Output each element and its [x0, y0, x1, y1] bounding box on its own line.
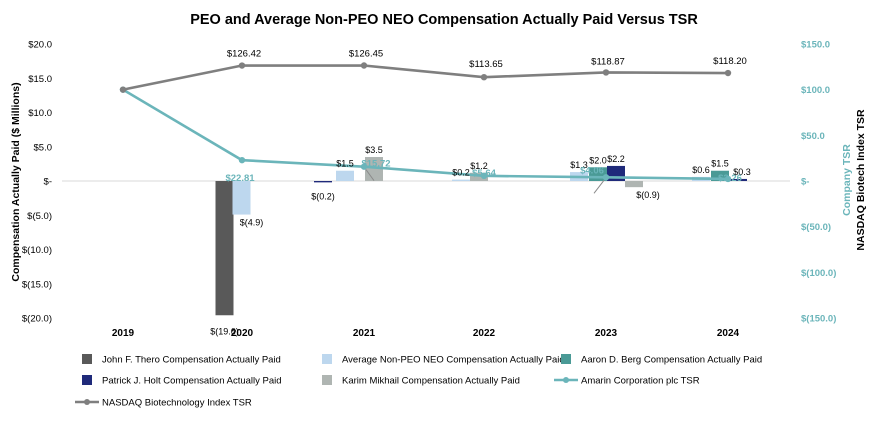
- tsr-data-label: $22.81: [225, 173, 255, 184]
- bar-data-label: $0.2: [452, 168, 470, 178]
- line-point: [480, 73, 488, 81]
- nasdaq-data-label: $126.45: [349, 49, 383, 60]
- legend-label: Patrick J. Holt Compensation Actually Pa…: [102, 376, 282, 387]
- legend-label: Average Non-PEO NEO Compensation Actuall…: [342, 355, 565, 366]
- bar: [215, 181, 234, 316]
- bar-data-label: $(0.9): [636, 190, 660, 200]
- left-tick-label: $20.0: [28, 40, 52, 51]
- bar: [232, 181, 251, 215]
- x-tick-label: 2019: [112, 328, 135, 339]
- tsr-data-label: $2.26: [718, 173, 742, 184]
- series-line: [122, 64, 729, 91]
- left-axis-title: Compensation Actually Paid ($ Millions): [10, 82, 22, 281]
- line-point: [480, 172, 488, 180]
- line-point: [119, 86, 127, 93]
- legend-swatch: [82, 354, 92, 364]
- legend-swatch: [322, 375, 332, 385]
- line-point: [360, 62, 368, 69]
- label-leader-line: [593, 179, 605, 194]
- legend-label: John F. Thero Compensation Actually Paid: [102, 355, 281, 366]
- legend-label: Karim Mikhail Compensation Actually Paid: [342, 376, 520, 387]
- legend-swatch: [82, 375, 92, 385]
- legend: John F. Thero Compensation Actually Paid…: [75, 354, 762, 409]
- bar-data-label: $(19.6): [210, 326, 239, 336]
- series-line: [122, 88, 729, 181]
- right-tick-label: $100.0: [801, 85, 830, 96]
- tsr-data-label: $15.72: [361, 159, 390, 170]
- bar-data-label: $(4.9): [240, 218, 264, 228]
- x-tick-label: 2024: [717, 328, 740, 339]
- right-tick-label: $150.0: [801, 40, 830, 51]
- bar: [625, 181, 643, 188]
- nasdaq-data-label: $118.87: [591, 56, 625, 67]
- left-tick-label: $(20.0): [22, 314, 52, 325]
- right-tick-label: $-: [801, 177, 809, 188]
- left-tick-label: $(10.0): [22, 245, 52, 256]
- nasdaq-data-label: $118.20: [713, 56, 747, 67]
- line-point: [238, 62, 246, 69]
- right-axis-title-nasdaq: NASDAQ Biotech Index TSR: [855, 109, 867, 251]
- x-axis: 2019 2020 2021 2022 2023 2024: [112, 328, 740, 339]
- line-point: [238, 156, 246, 164]
- line-point: [724, 175, 732, 183]
- tsr-data-label: $4.06: [580, 165, 604, 176]
- line-point: [602, 174, 610, 181]
- left-tick-label: $15.0: [28, 74, 52, 85]
- bar: [711, 170, 729, 181]
- line-point: [602, 69, 610, 76]
- tsr-data-label: $5.64: [472, 168, 496, 179]
- right-tick-label: $(150.0): [801, 314, 836, 325]
- x-tick-label: 2023: [595, 328, 618, 339]
- nasdaq-data-label: $113.65: [469, 59, 503, 70]
- right-tick-label: $(100.0): [801, 268, 836, 279]
- bar: [452, 179, 470, 181]
- bar-data-label: $1.5: [711, 159, 729, 169]
- left-tick-label: $(15.0): [22, 279, 52, 290]
- bar-data-label: $2.0: [589, 155, 607, 165]
- left-tick-label: $-: [44, 177, 52, 188]
- bar: [336, 170, 354, 181]
- chart-title: PEO and Average Non-PEO NEO Compensation…: [190, 12, 698, 28]
- bar-data-label: $3.5: [365, 145, 383, 155]
- right-tick-label: $(50.0): [801, 222, 831, 233]
- bar: [314, 181, 332, 183]
- bar-data-label: $1.3: [570, 160, 588, 170]
- left-tick-label: $(5.0): [27, 211, 52, 222]
- left-tick-label: $10.0: [28, 108, 52, 119]
- data-labels-layer: $(19.6)$(4.9)$(0.2)$1.5$3.5$0.2$1.2 $1.3 $…: [210, 49, 751, 337]
- label-leader-line: [365, 169, 375, 181]
- legend-swatch: [322, 354, 332, 364]
- x-tick-label: 2022: [473, 328, 496, 339]
- left-tick-label: $5.0: [34, 142, 53, 153]
- bar: [470, 172, 488, 181]
- legend-marker: [563, 377, 569, 383]
- nasdaq-data-label: $126.42: [227, 49, 261, 60]
- bar-data-label: $1.5: [336, 159, 354, 169]
- x-tick-label: 2020: [231, 328, 254, 339]
- bar-data-label: $0.3: [733, 167, 751, 177]
- bar-data-label: $1.2: [470, 161, 488, 171]
- legend-swatch: [561, 354, 571, 364]
- x-tick-label: 2021: [353, 328, 376, 339]
- bar: [729, 178, 747, 181]
- left-axis: $20.0 $15.0 $10.0 $5.0 $- $(5.0) $(10.0) $(15.0…: [22, 40, 52, 325]
- legend-label: Amarin Corporation plc TSR: [581, 376, 700, 387]
- right-axis: $150.0 $100.0 $50.0 $- $(50.0) $(100.0) $(150.…: [801, 40, 836, 325]
- legend-marker: [84, 399, 90, 405]
- bar-data-label: $0.6: [692, 165, 710, 175]
- line-point: [724, 69, 732, 77]
- line-point: [360, 163, 368, 170]
- right-axis-title-company: Company TSR: [841, 144, 853, 216]
- bar-data-label: $2.2: [607, 154, 625, 164]
- bar-data-label: $(0.2): [311, 191, 335, 201]
- right-tick-label: $50.0: [801, 131, 825, 142]
- legend-label: NASDAQ Biotechnology Index TSR: [102, 398, 252, 409]
- legend-label: Aaron D. Berg Compensation Actually Paid: [581, 355, 762, 366]
- lines-layer: [119, 62, 732, 194]
